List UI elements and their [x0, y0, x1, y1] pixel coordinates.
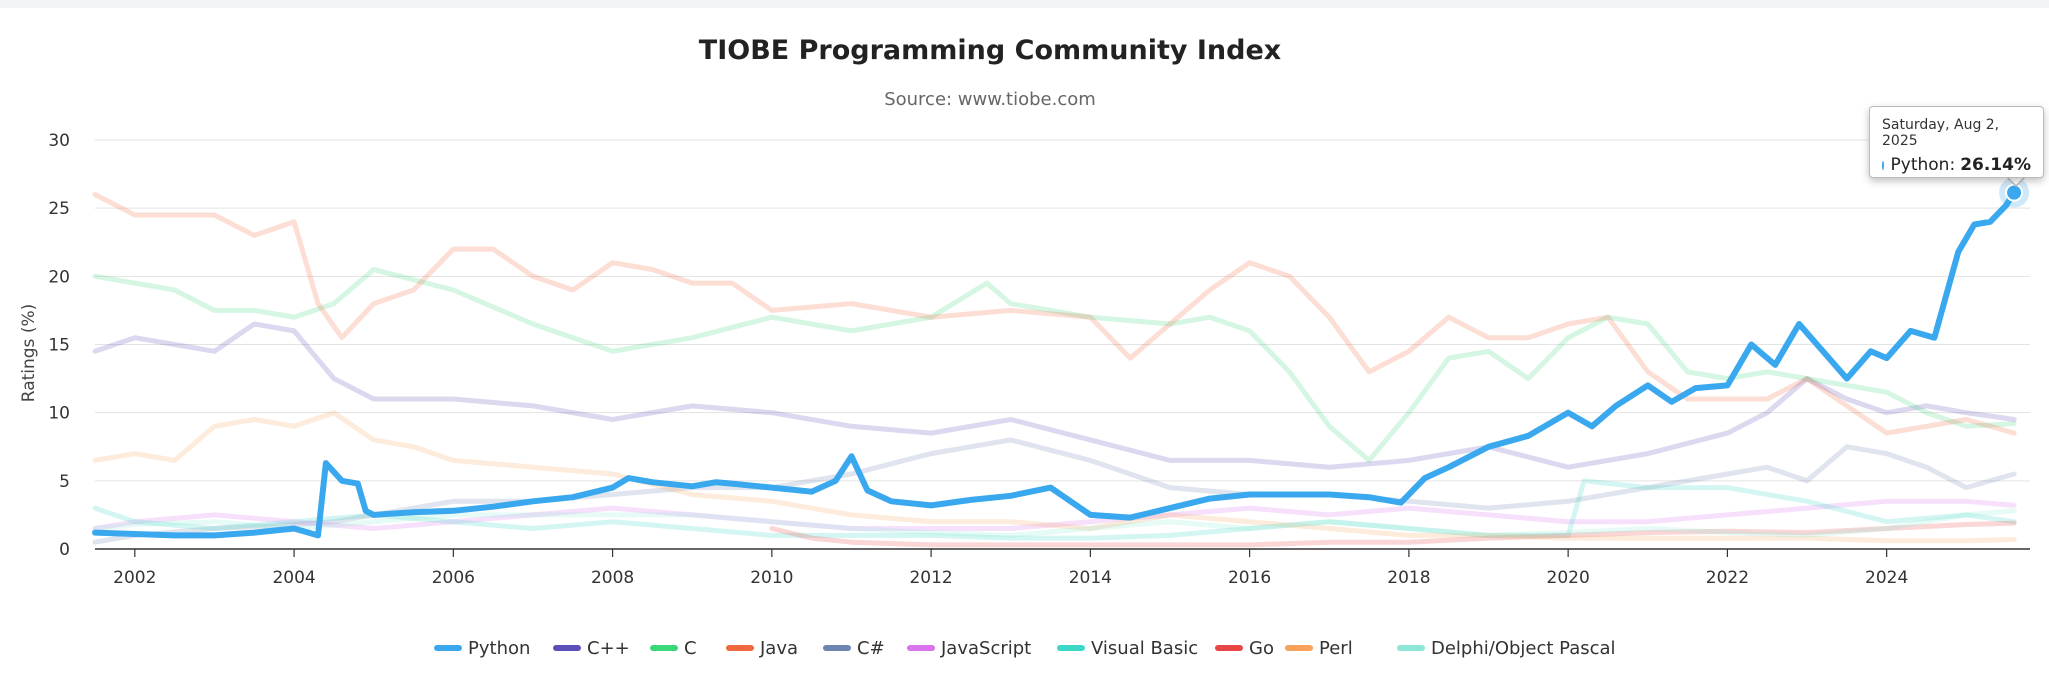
tooltip-value: 26.14% [1960, 155, 2031, 175]
grid [95, 139, 2030, 550]
line-chart: TIOBE Programming Community Index Source… [19, 35, 2030, 659]
y-tick-label: 5 [59, 472, 70, 492]
x-tick-label: 2018 [1387, 568, 1430, 588]
hover-point[interactable] [2005, 183, 2024, 202]
legend-item-javascript[interactable]: JavaScript [907, 638, 1031, 659]
y-tick-label: 15 [48, 336, 70, 356]
chart-card: TIOBE Programming Community Index Source… [0, 8, 2049, 678]
tooltip: Saturday, Aug 2, 2025 Python: 26.14% [1869, 106, 2044, 178]
legend-label: C# [857, 638, 885, 659]
chart-title: TIOBE Programming Community Index [699, 35, 1281, 66]
legend-label: Go [1249, 638, 1274, 659]
y-tick-label: 30 [48, 131, 70, 151]
legend-label: Delphi/Object Pascal [1431, 638, 1616, 659]
x-tick-label: 2012 [909, 568, 952, 588]
legend-item-go[interactable]: Go [1215, 638, 1274, 659]
x-axis-ticks: 2002 2004 2006 2008 2010 2012 2014 2016 2018 2020… [113, 549, 1908, 588]
legend-label: Python [468, 638, 530, 659]
series-line-visual-basic[interactable] [92, 478, 2017, 541]
series-line-javascript[interactable] [92, 498, 2017, 531]
legend: Python C++ C Java C# JavaScript Visual Basic Go… [434, 638, 1616, 659]
legend-item-perl[interactable]: Perl [1285, 638, 1353, 659]
series-line-python[interactable] [92, 189, 2018, 539]
y-tick-label: 20 [48, 267, 70, 287]
x-tick-label: 2024 [1865, 568, 1908, 588]
series-line-c-[interactable] [92, 437, 2017, 545]
x-tick-label: 2022 [1706, 568, 1749, 588]
legend-label: C [684, 638, 697, 659]
y-axis-label: Ratings (%) [19, 304, 39, 403]
legend-item-c[interactable]: C [650, 638, 697, 659]
legend-item-c-[interactable]: C++ [553, 638, 630, 659]
series-line-perl[interactable] [92, 410, 2017, 544]
x-tick-label: 2008 [591, 568, 634, 588]
tooltip-arrow-inner [2007, 176, 2025, 185]
tooltip-row: Python: 26.14% [1882, 155, 2031, 175]
chart-subtitle: Source: www.tiobe.com [884, 89, 1096, 110]
legend-item-python[interactable]: Python [434, 638, 530, 659]
x-tick-label: 2010 [750, 568, 793, 588]
series-line-c[interactable] [92, 267, 2017, 463]
series-line-go[interactable] [769, 520, 2017, 548]
legend-label: C++ [587, 638, 630, 659]
legend-label: Java [759, 638, 798, 659]
legend-item-visual-basic[interactable]: Visual Basic [1057, 638, 1198, 659]
tooltip-separator: : [1949, 155, 1956, 175]
y-tick-label: 10 [48, 404, 70, 424]
series-line-delphi-object-pascal[interactable] [92, 508, 2017, 538]
legend-label: Perl [1319, 638, 1353, 659]
legend-item-delphi-object-pascal[interactable]: Delphi/Object Pascal [1397, 638, 1616, 659]
x-tick-label: 2016 [1228, 568, 1271, 588]
legend-item-java[interactable]: Java [726, 638, 798, 659]
x-tick-label: 2006 [432, 568, 475, 588]
legend-item-c-[interactable]: C# [823, 638, 885, 659]
y-tick-label: 0 [59, 540, 70, 560]
y-axis-ticks: 0 5 10 15 20 25 30 [48, 131, 70, 560]
y-tick-label: 25 [48, 199, 70, 219]
tooltip-series-name: Python [1890, 155, 1950, 175]
series-line-java[interactable] [92, 192, 2017, 436]
legend-label: JavaScript [940, 638, 1031, 659]
x-tick-label: 2004 [272, 568, 315, 588]
series-lines [92, 189, 2018, 548]
x-tick-label: 2014 [1069, 568, 1112, 588]
tooltip-date: Saturday, Aug 2, 2025 [1882, 117, 2000, 149]
x-tick-label: 2002 [113, 568, 156, 588]
tooltip-series-dot [1882, 160, 1884, 170]
x-tick-label: 2020 [1547, 568, 1590, 588]
legend-label: Visual Basic [1091, 638, 1198, 659]
series-line-c-[interactable] [92, 321, 2017, 470]
